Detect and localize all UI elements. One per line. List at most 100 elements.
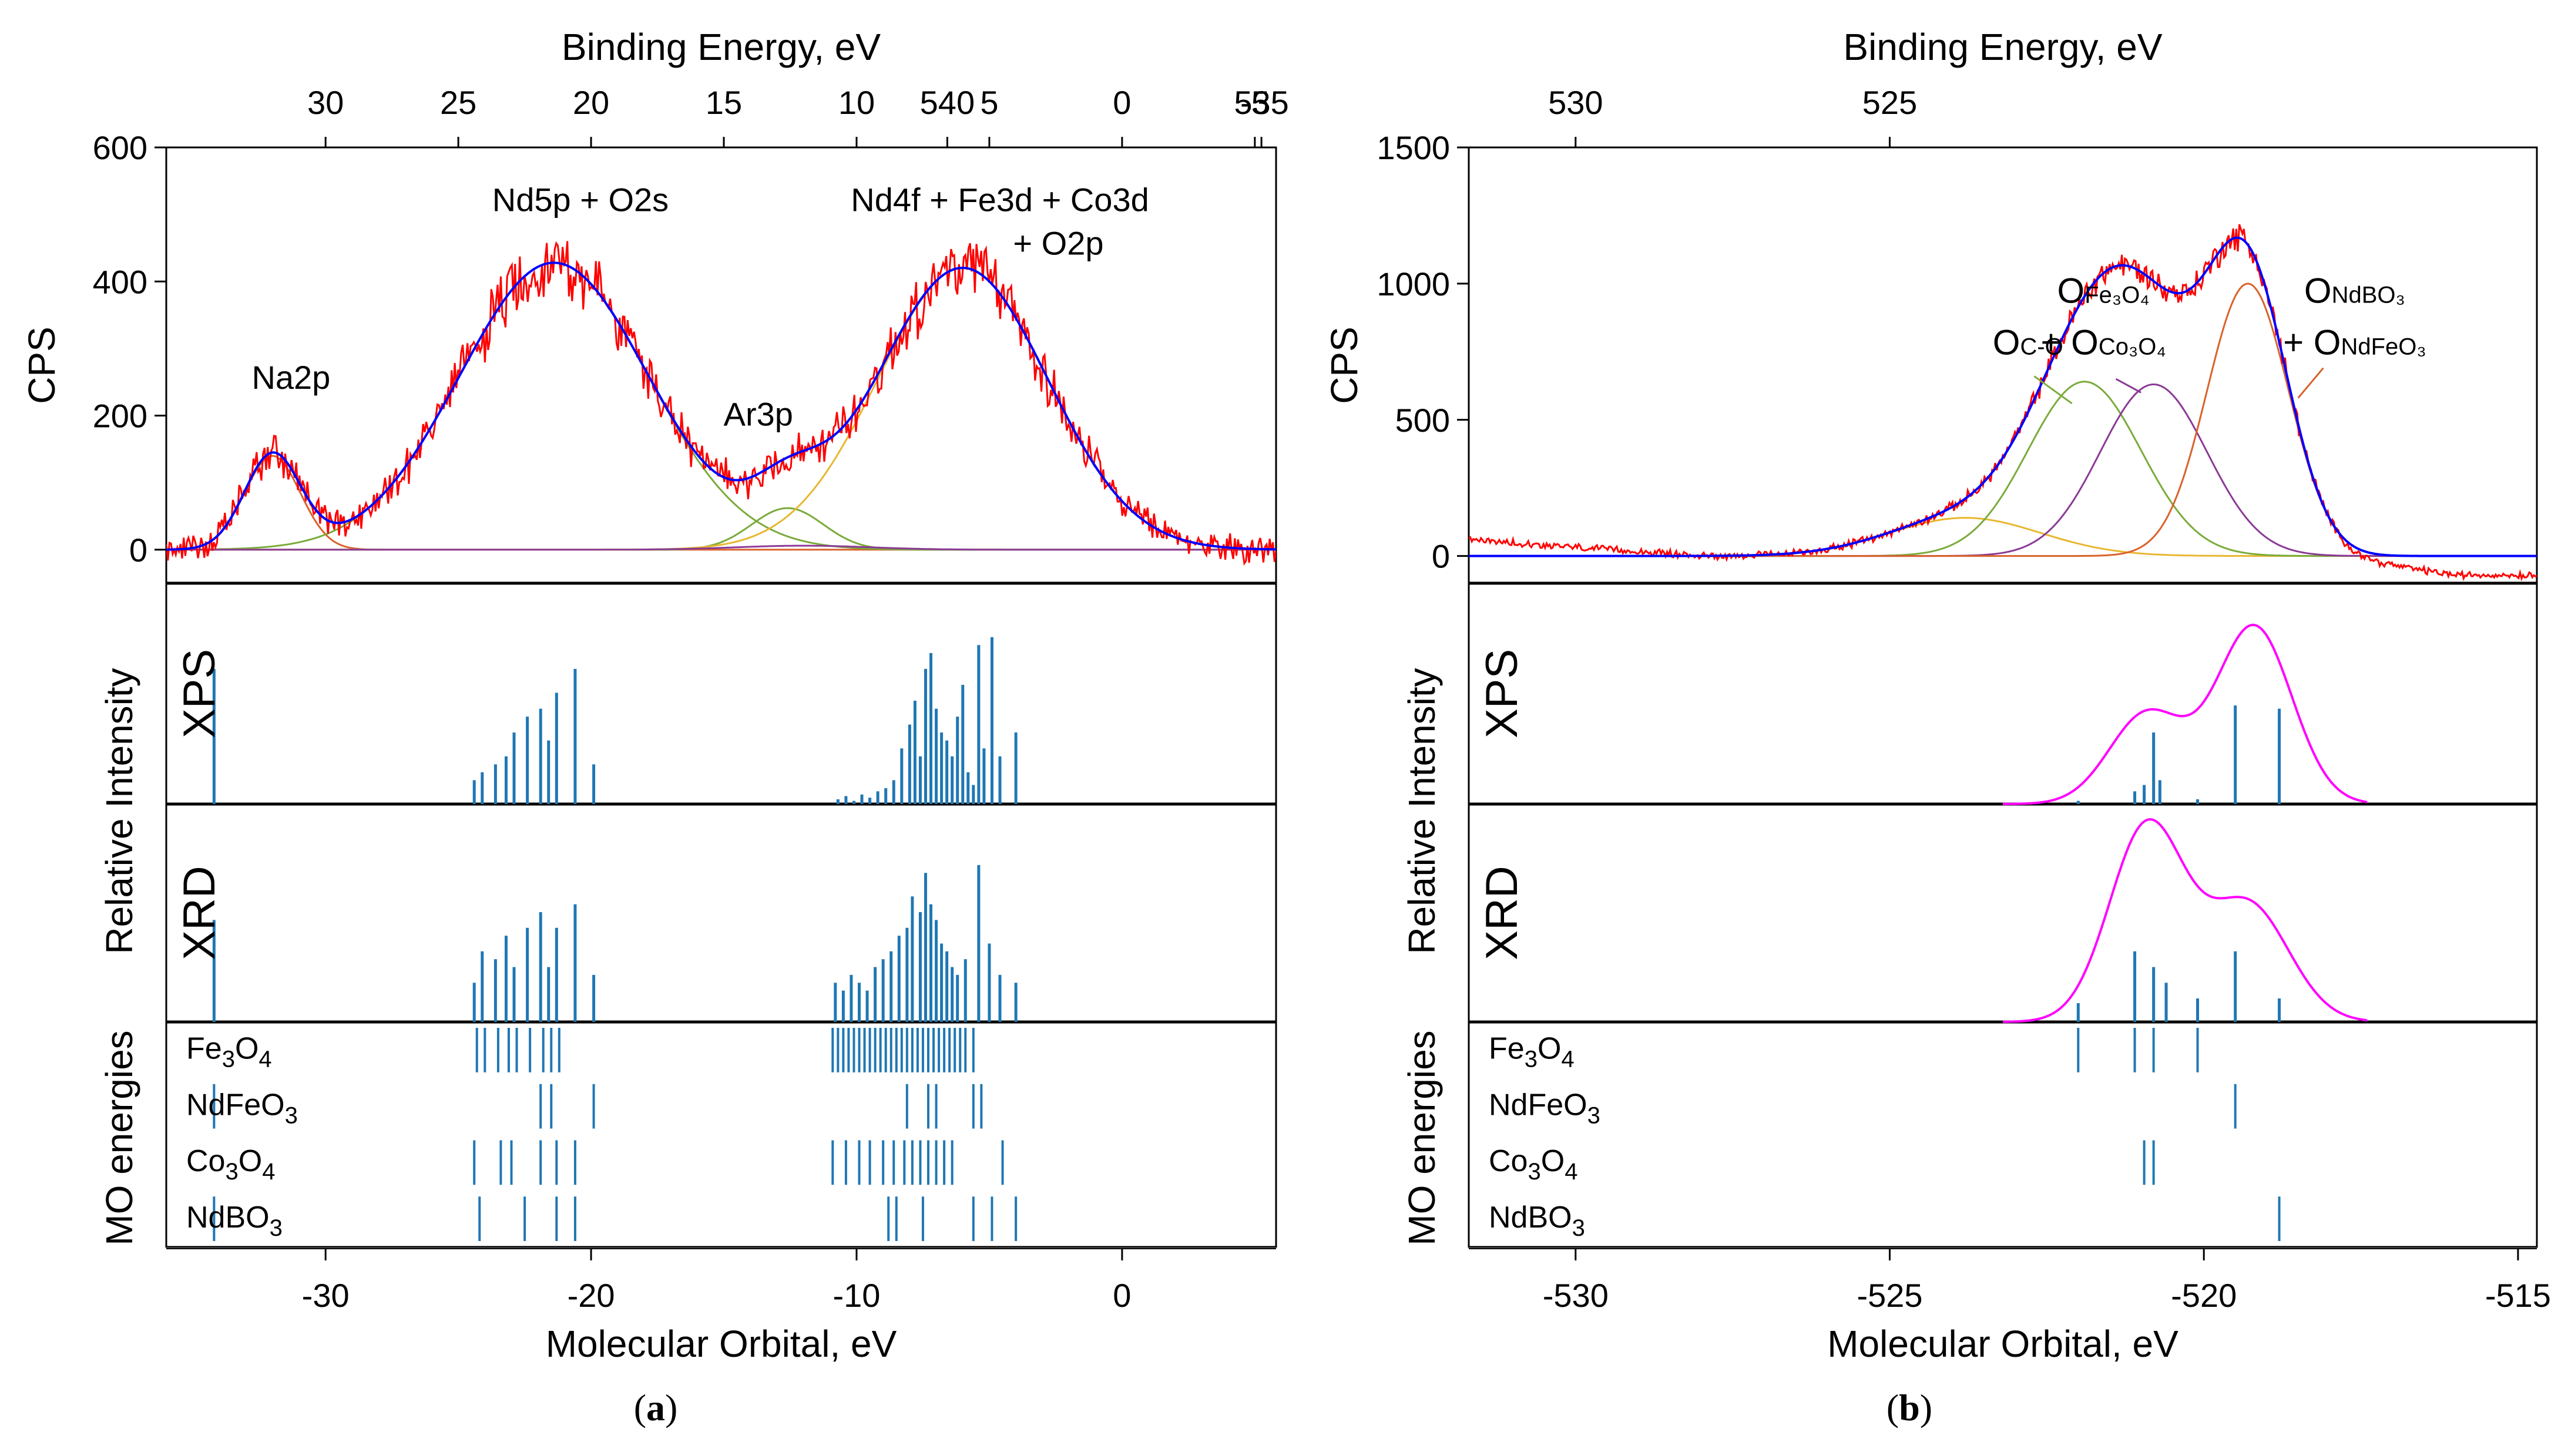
- top-tick-label: 25: [440, 84, 476, 121]
- leader-ofe3o4: [2115, 378, 2141, 394]
- peak-annotation: OC-O: [1993, 322, 2063, 362]
- x-axis-label: Molecular Orbital, eV: [1827, 1323, 2178, 1365]
- mo-formula-subscript: 4: [1561, 1047, 1574, 1072]
- mo-formula-main: NdBO: [1489, 1201, 1572, 1235]
- mo-row-label: Co3O4: [1489, 1144, 1577, 1185]
- leader-ondbo3: [2297, 367, 2324, 399]
- peak-annotation: Na2p: [251, 359, 330, 396]
- mo-formula-main: Fe: [186, 1032, 222, 1066]
- xrd-convolution-curve: [2003, 818, 2368, 1023]
- y-tick-label: 200: [93, 398, 147, 435]
- y-tick-label: 600: [93, 129, 147, 166]
- mo-formula-subscript: 3: [270, 1215, 283, 1241]
- relative-intensity-label: Relative Intensity: [1401, 668, 1443, 954]
- annotation-subscript: NdBO₃: [2332, 282, 2405, 308]
- mo-row-label: NdBO3: [186, 1201, 283, 1241]
- mo-formula-main: Co: [1489, 1144, 1528, 1178]
- relative-intensity-label: Relative Intensity: [98, 668, 140, 954]
- x-tick-label: -515: [2485, 1277, 2551, 1314]
- top-tick-label: 5: [980, 84, 998, 121]
- peak-annotation: + ONdFeO₃: [2283, 322, 2426, 362]
- annotation-main: + O: [2283, 322, 2341, 362]
- annotation-subscript: NdFeO₃: [2341, 334, 2426, 359]
- xrd-row-label: XRD: [174, 866, 224, 960]
- mo-formula-main: Co: [186, 1144, 225, 1178]
- peak-annotation: Ar3p: [724, 396, 793, 433]
- y-axis-label: CPS: [21, 327, 63, 404]
- mo-formula-mid: O: [239, 1144, 262, 1178]
- x-tick-label: -525: [1857, 1277, 1922, 1314]
- x-tick-label: -10: [833, 1277, 881, 1314]
- annotation-main: O: [2057, 271, 2085, 310]
- peak-annotation: OFe₃O₄: [2057, 271, 2150, 310]
- peak-annotation: + O2p: [1013, 225, 1103, 262]
- peak-annotation: + OCo₃O₄: [2040, 322, 2166, 362]
- panel-label-close: ): [665, 1387, 677, 1428]
- top-tick-label: 540: [920, 84, 975, 121]
- mo-formula-mid: O: [1541, 1144, 1565, 1178]
- y-tick-label: 400: [93, 263, 147, 300]
- mo-formula-main: NdFeO: [186, 1088, 285, 1122]
- mo-energies-label: MO energies: [98, 1030, 140, 1245]
- mo-formula-subscript: 3: [222, 1047, 235, 1072]
- top-tick-label: -5: [1240, 84, 1270, 121]
- top-tick-label: 525: [1862, 84, 1917, 121]
- mo-formula-main: Fe: [1489, 1032, 1525, 1066]
- mo-formula-subscript: 4: [262, 1159, 275, 1185]
- top-tick-label: 0: [1113, 84, 1131, 121]
- cps-plot-area: [166, 241, 1276, 566]
- annotation-subscript: C-O: [2020, 334, 2063, 359]
- top-tick-label: 535: [1234, 84, 1288, 121]
- panel-label: (b): [1886, 1387, 1932, 1428]
- mo-row-label: Co3O4: [186, 1144, 275, 1185]
- fit-envelope-line: [166, 261, 1276, 551]
- x-tick-label: -520: [2171, 1277, 2237, 1314]
- top-tick-label: 10: [838, 84, 875, 121]
- xrd-row-label: XRD: [1477, 866, 1527, 960]
- xps-row-label: XPS: [1477, 649, 1527, 738]
- panel-label-open: (: [1886, 1387, 1899, 1428]
- mo-formula-mid: O: [235, 1032, 259, 1066]
- mo-energies-label: MO energies: [1401, 1030, 1443, 1245]
- leader-oco: [2033, 375, 2073, 405]
- mo-row-label: Fe3O4: [186, 1032, 272, 1072]
- mo-formula-subscript: 3: [1528, 1159, 1540, 1185]
- y-tick-label: 0: [1432, 538, 1450, 575]
- mo-formula-subscript: 4: [1565, 1159, 1577, 1185]
- annotation-main: O: [2304, 271, 2332, 310]
- top-axis-label: Binding Energy, eV: [562, 26, 881, 68]
- raw-spectrum-line: [1469, 224, 2537, 581]
- y-tick-label: 500: [1395, 402, 1450, 439]
- mo-row-label: NdFeO3: [1489, 1088, 1600, 1128]
- mo-formula-main: NdBO: [186, 1201, 270, 1235]
- fit-envelope-line: [1469, 236, 2537, 557]
- x-tick-label: 0: [1113, 1277, 1131, 1314]
- panel-label-close: ): [1920, 1387, 1932, 1428]
- panel-label: (a): [634, 1387, 678, 1428]
- top-tick-label: 30: [307, 84, 344, 121]
- top-tick-label: 15: [706, 84, 742, 121]
- y-tick-label: 0: [129, 532, 147, 569]
- x-tick-label: -530: [1543, 1277, 1609, 1314]
- mo-formula-subscript: 3: [1572, 1215, 1585, 1241]
- annotation-subscript: Co₃O₄: [2099, 334, 2166, 359]
- xps-row-label: XPS: [174, 649, 224, 738]
- panel-label-open: (: [634, 1387, 646, 1428]
- x-axis-label: Molecular Orbital, eV: [546, 1323, 897, 1365]
- y-axis-label: CPS: [1323, 327, 1365, 404]
- annotation-subscript: Fe₃O₄: [2084, 282, 2149, 308]
- mo-formula-subscript: 3: [225, 1159, 238, 1185]
- cps-plot-area: [1469, 224, 2537, 581]
- mo-formula-subscript: 3: [1525, 1047, 1538, 1072]
- peak-annotation: Nd5p + O2s: [492, 181, 669, 218]
- mo-formula-main: NdFeO: [1489, 1088, 1587, 1122]
- x-tick-label: -20: [568, 1277, 615, 1314]
- mo-formula-mid: O: [1538, 1032, 1561, 1066]
- mo-formula-subscript: 3: [1587, 1102, 1600, 1128]
- y-tick-label: 1000: [1377, 265, 1450, 302]
- peak-annotation: Nd4f + Fe3d + Co3d: [851, 181, 1149, 218]
- annotation-main: O: [1993, 322, 2020, 362]
